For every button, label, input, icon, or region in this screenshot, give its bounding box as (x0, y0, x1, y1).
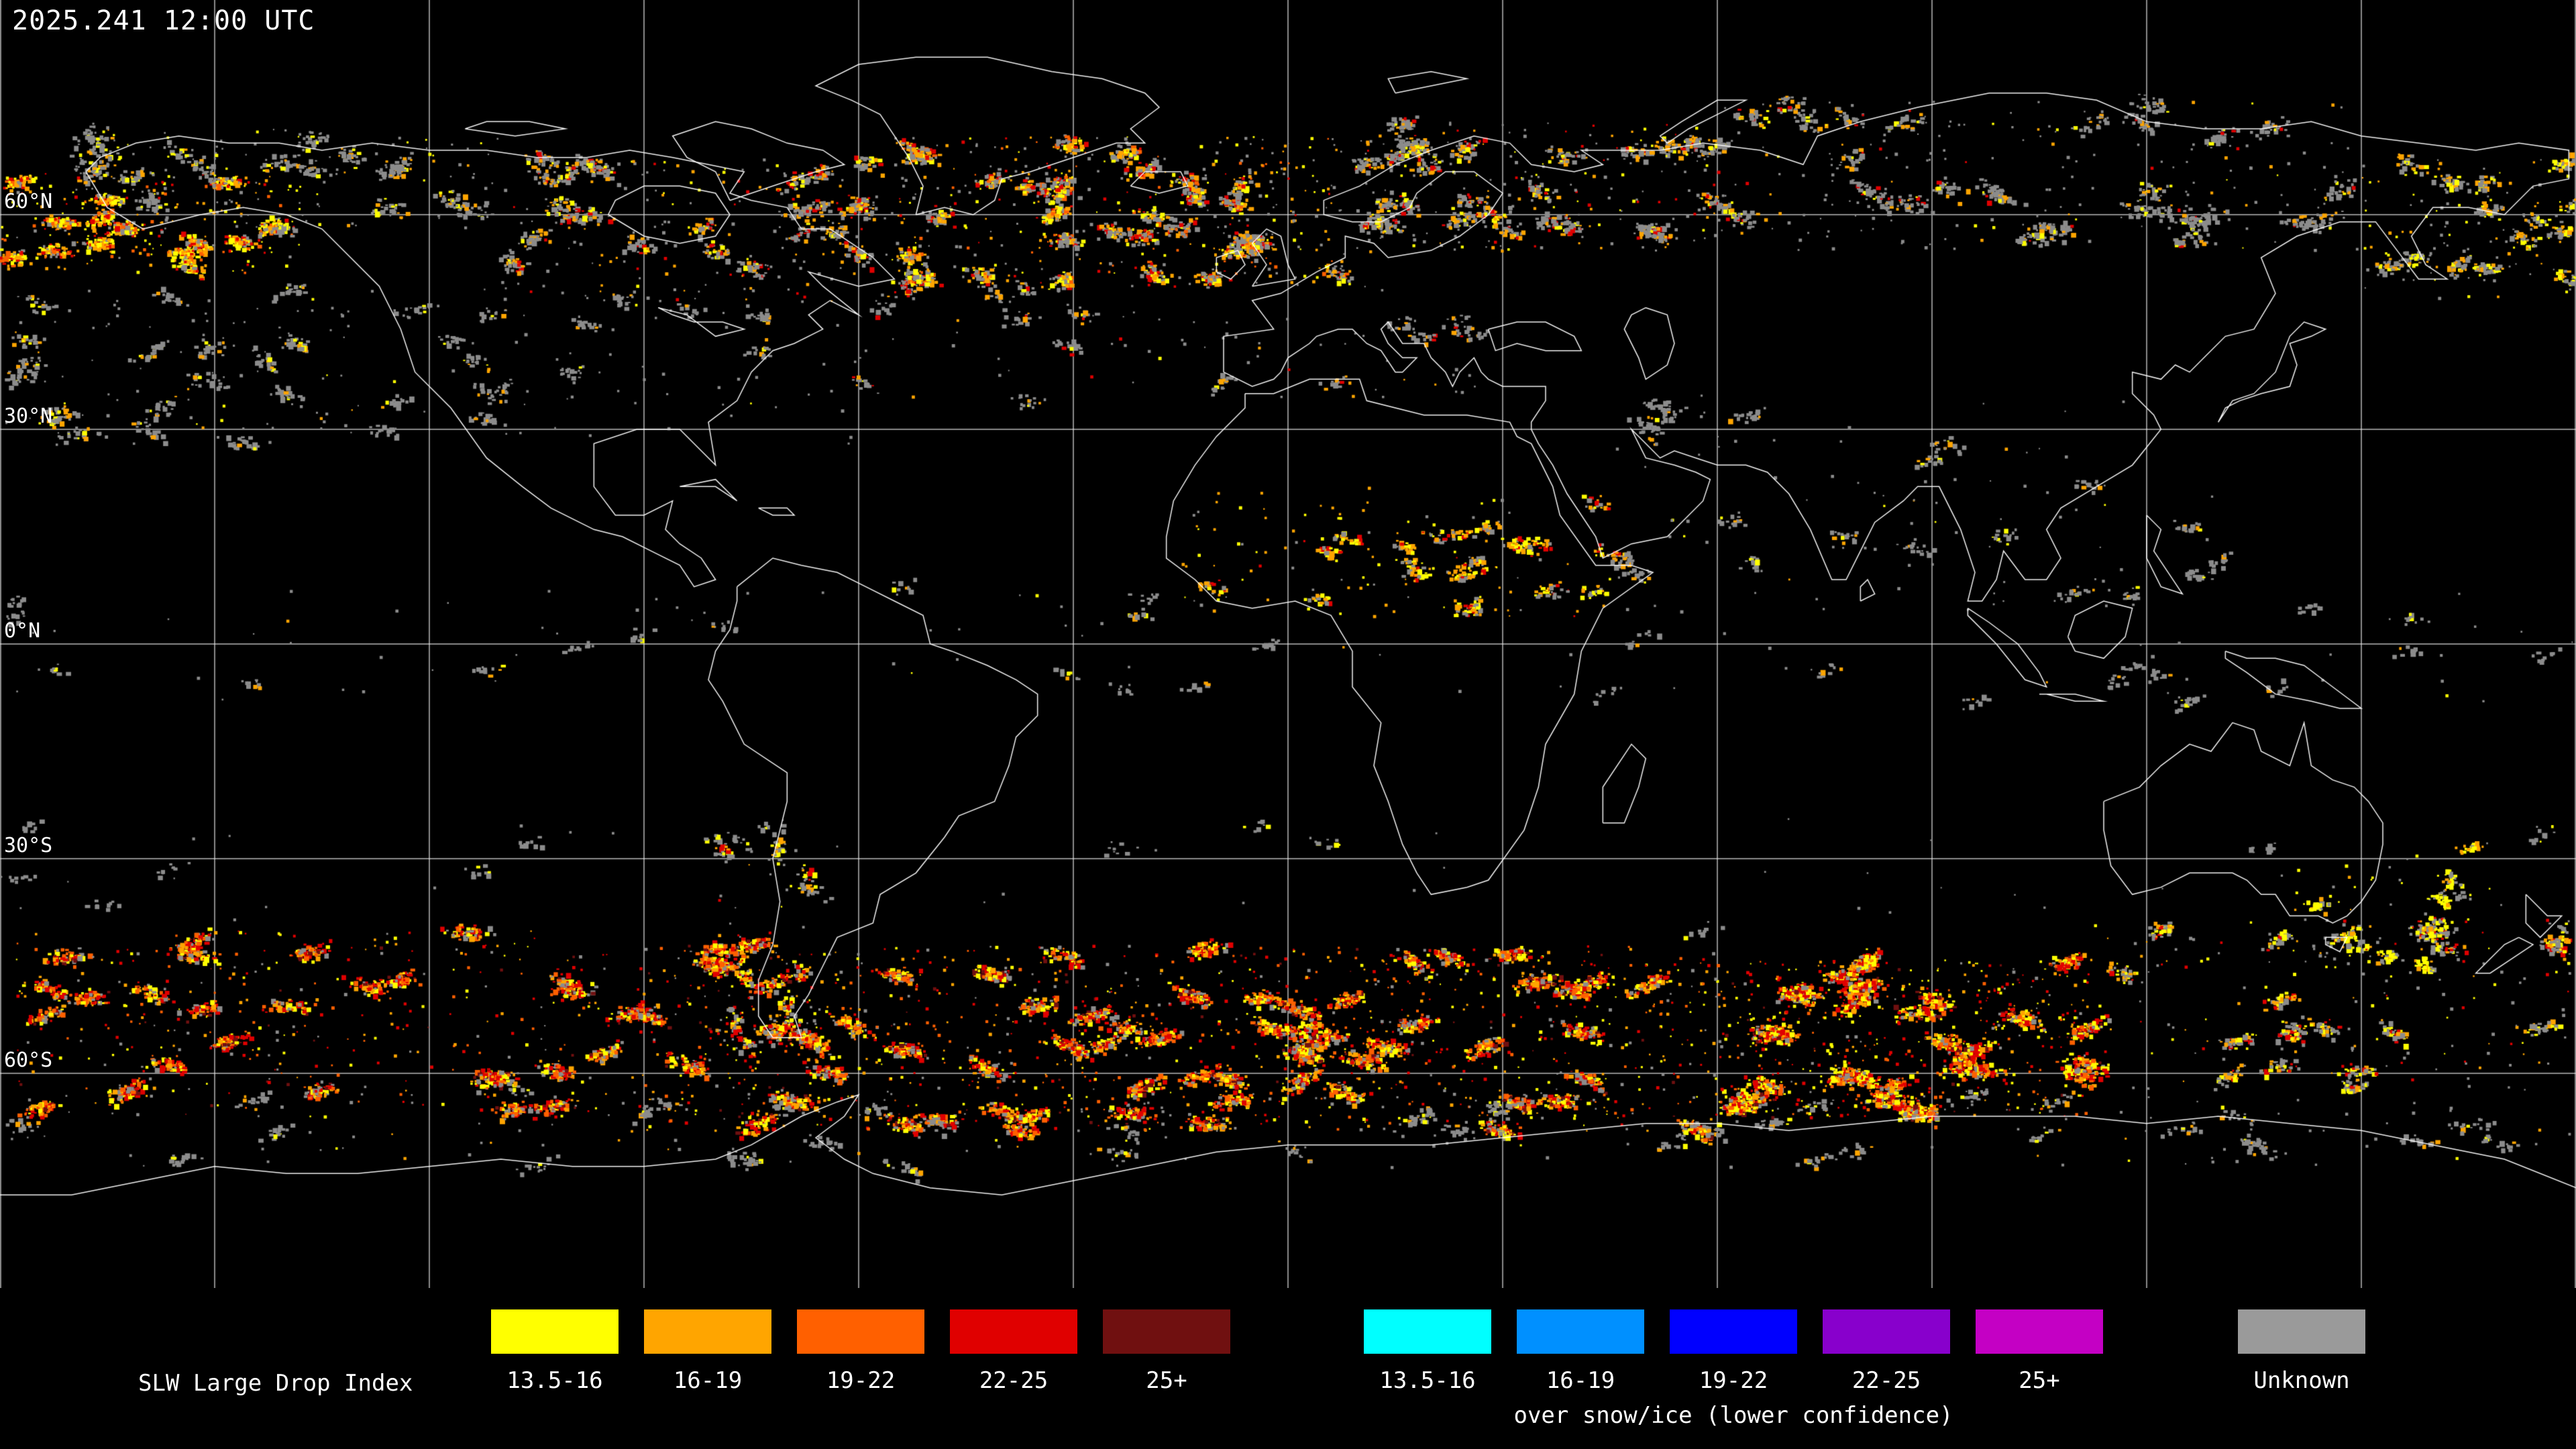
legend-swatch-cool-5 (1976, 1309, 2103, 1354)
legend-item-cool-4: 22-25 (1823, 1309, 1950, 1394)
legend-item-warm-5: 25+ (1103, 1309, 1230, 1394)
legend-range-label: 13.5-16 (1379, 1367, 1476, 1394)
legend-swatch-warm-3 (797, 1309, 924, 1354)
legend-bar: SLW Large Drop Index 13.5-16 16-19 19-22… (0, 1288, 2576, 1449)
legend-unknown-label: Unknown (2253, 1367, 2350, 1394)
legend-swatch-warm-1 (491, 1309, 619, 1354)
legend-range-label: 25+ (1146, 1367, 1187, 1394)
legend-item-warm-4: 22-25 (950, 1309, 1077, 1394)
legend-item-warm-3: 19-22 (797, 1309, 924, 1394)
legend-title: SLW Large Drop Index (138, 1370, 413, 1397)
legend-swatch-cool-4 (1823, 1309, 1950, 1354)
legend-range-label: 22-25 (979, 1367, 1049, 1394)
legend-range-label: 19-22 (1699, 1367, 1768, 1394)
legend-range-label: 16-19 (673, 1367, 743, 1394)
legend-item-cool-3: 19-22 (1670, 1309, 1797, 1394)
world-map: 2025.241 12:00 UTC 60°N 30°N 0°N 30°S 60°S (0, 0, 2576, 1288)
legend-range-label: 19-22 (826, 1367, 896, 1394)
legend-item-cool-2: 16-19 (1517, 1309, 1644, 1394)
legend-range-label: 16-19 (1546, 1367, 1615, 1394)
snow-ice-caption: over snow/ice (lower confidence) (1513, 1402, 1953, 1429)
timestamp: 2025.241 12:00 UTC (12, 5, 315, 36)
legend-item-cool-5: 25+ (1976, 1309, 2103, 1394)
legend-item-unknown: Unknown (2238, 1309, 2365, 1394)
legend-range-label: 25+ (2019, 1367, 2060, 1394)
legend-range-label: 13.5-16 (506, 1367, 603, 1394)
legend-item-warm-2: 16-19 (644, 1309, 771, 1394)
legend-item-warm-1: 13.5-16 (491, 1309, 619, 1394)
legend-swatch-warm-4 (950, 1309, 1077, 1354)
legend-item-cool-1: 13.5-16 (1364, 1309, 1491, 1394)
map-canvas (0, 0, 2576, 1288)
legend-swatch-warm-5 (1103, 1309, 1230, 1354)
legend-swatch-cool-3 (1670, 1309, 1797, 1354)
legend-swatch-unknown (2238, 1309, 2365, 1354)
legend-swatch-warm-2 (644, 1309, 771, 1354)
legend-range-label: 22-25 (1851, 1367, 1921, 1394)
legend-swatch-cool-2 (1517, 1309, 1644, 1354)
legend-swatch-cool-1 (1364, 1309, 1491, 1354)
